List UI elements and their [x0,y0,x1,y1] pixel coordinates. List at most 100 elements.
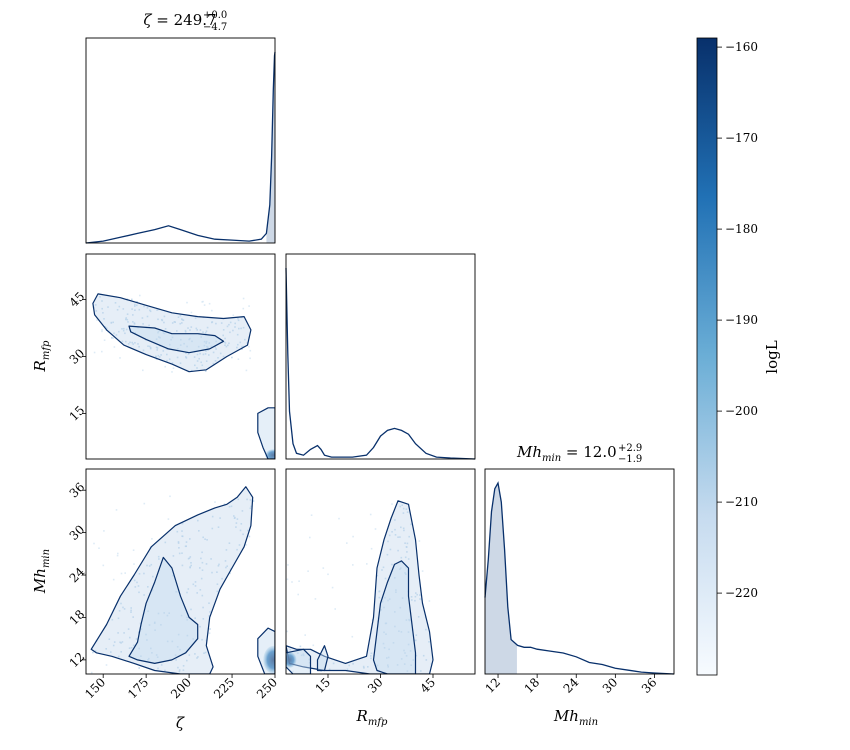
zeta-mh-sample-point [132,644,135,647]
zeta-rmfp-sample-point [234,322,236,325]
zeta-mh-sample-point [186,619,188,621]
rmfp-mh-sample-point [421,570,424,572]
zeta-mh-sample-point [192,583,195,586]
zeta-rmfp-sample-point [186,345,188,348]
zeta-rmfp-sample-point [214,346,217,348]
colorbar-tick-label: −220 [725,586,758,600]
zeta-rmfp-sample-point [206,326,209,329]
zeta-x-tick-label: 250 [254,675,280,701]
rmfp-mh-sample-point [394,625,396,628]
rmfp-mh-sample-point [308,658,311,661]
zeta-rmfp-sample-point [219,352,222,355]
zeta-mh-sample-point [154,629,156,631]
zeta-mh-sample-point [181,522,184,525]
zeta-rmfp-sample-point [169,343,171,346]
zeta-rmfp-sample-point [156,347,159,349]
zeta-rmfp-sample-point [103,318,105,320]
zeta-mh-sample-point [177,541,180,543]
rmfp-mh-sample-point [383,647,386,649]
zeta-rmfp-sample-point [125,318,127,321]
zeta-mh-sample-point [229,572,231,575]
zeta-rmfp-sample-point [122,308,125,310]
zeta-mh-sample-point [124,572,126,574]
zeta-rmfp-sample-point [133,322,136,324]
xlabel-zeta: ζ [176,714,185,732]
zeta-rmfp-sample-point [123,327,125,330]
zeta-rmfp-sample-point [231,356,233,359]
rmfp-mh-sample-point [299,645,302,648]
zeta-mh-sample-point [113,641,116,643]
zeta-rmfp-sample-point [157,330,160,333]
zeta-rmfp-sample-point [126,298,129,300]
zeta-rmfp-sample-point [142,323,144,325]
zeta-mh-sample-point [189,566,191,568]
rmfp-mh-sample-point [417,616,420,618]
zeta-rmfp-sample-point [126,313,129,315]
zeta-mh-sample-point [199,589,202,591]
zeta-mh-sample-point [194,581,197,583]
mh-x-tick-label: 18 [522,675,543,696]
zeta-mh-sample-point [160,624,162,626]
zeta-rmfp-sample-point [224,337,226,340]
zeta-mh-sample-point [210,558,212,560]
rmfp-mh-sample-point [332,662,335,665]
rmfp-mh-sample-point [322,567,325,569]
zeta-mh-sample-point [201,551,203,554]
zeta-x-tick-label: 225 [211,675,237,701]
colorbar: logL −160 −170 −180 −190 −200 −210 −220 [696,37,781,676]
zeta-rmfp-sample-point [249,357,251,360]
zeta-mh-sample-point [216,590,219,593]
rmfp-mh-sample-point [402,512,405,514]
zeta-rmfp-sample-point [122,329,125,332]
colorbar-label: logL [763,340,781,373]
zeta-rmfp-sample-point [224,344,226,346]
rmfp-mh-sample-point [399,606,402,609]
rmfp-mh-sample-point [370,655,372,657]
rmfp-mh-sample-point [415,654,418,657]
zeta-rmfp-sample-point [205,350,207,352]
rmfp-mh-contour [316,645,329,672]
zeta-mh-sample-point [178,669,181,671]
rmfp-mh-sample-point [411,599,413,601]
rmfp-x-tick-label: 15 [312,675,333,696]
zeta-mh-sample-point [201,638,203,641]
zeta-mh-sample-point [190,608,192,611]
rmfp-mh-sample-point [366,563,368,565]
zeta-rmfp-sample-point [103,339,106,341]
zeta-rmfp-sample-point [146,315,149,318]
zeta-rmfp-sample-point [171,322,174,324]
zeta-rmfp-sample-point [158,336,160,338]
zeta-rmfp-sample-point [149,310,152,313]
zeta-mh-sample-point [155,654,158,656]
zeta-mh-sample-point [250,505,252,508]
rmfp-mh-sample-point [405,655,408,657]
rmfp-mh-sample-point [351,635,354,638]
zeta-mh-sample-point [158,675,160,677]
zeta-rmfp-sample-point [222,355,225,358]
zeta-rmfp-sample-point [138,308,141,311]
zeta-mh-sample-point [117,552,119,555]
rmfp-mh-sample-point [402,507,405,510]
zeta-mh-sample-point [120,602,122,605]
rmfp-mh-sample-point [387,656,390,659]
zeta-rmfp-sample-point [138,345,140,348]
colorbar-gradient [696,37,718,676]
zeta-mh-sample-point [178,552,181,555]
zeta-mh-sample-point [208,602,210,604]
zeta-x-tick-label: 175 [125,675,151,701]
rmfp-mh-sample-point [352,535,354,538]
rmfp-mh-sample-point [348,664,350,667]
rmfp-mh-sample-point [380,609,382,611]
zeta-mh-sample-point [199,625,201,628]
zeta-rmfp-sample-point [126,318,129,321]
zeta-mh-sample-point [228,542,231,544]
zeta-rmfp-sample-point [160,354,162,356]
zeta-mh-sample-point [249,507,252,510]
rmfp-mh-sample-point [314,598,317,600]
zeta-rmfp-sample-point [118,305,121,308]
zeta-mh-sample-point [105,664,108,666]
rmfp-mh-sample-point [400,631,403,633]
zeta-mh-sample-point [136,581,138,584]
rmfp-mh-sample-point [378,596,381,599]
zeta-mh-sample-point [154,621,156,624]
